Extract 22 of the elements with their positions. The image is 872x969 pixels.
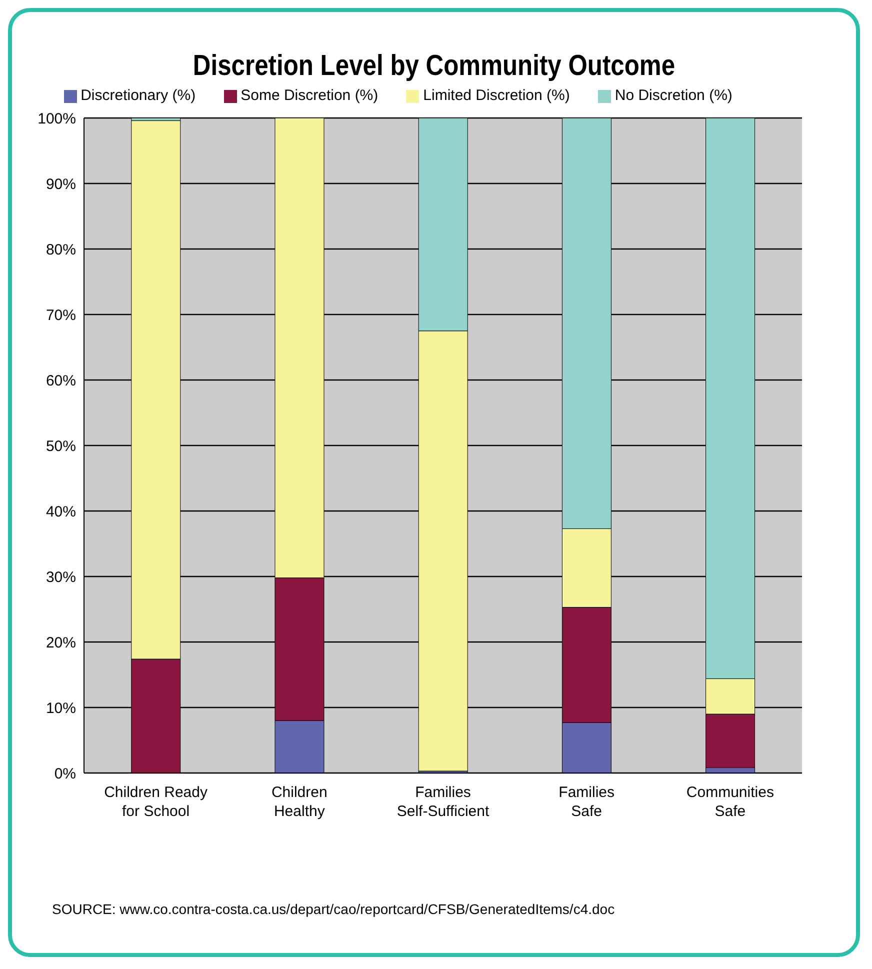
y-tick-label: 90% xyxy=(46,176,76,193)
y-tick-label: 100% xyxy=(38,110,76,128)
x-tick-label: Children Ready for School xyxy=(104,784,208,820)
y-tick-label: 0% xyxy=(54,765,76,782)
y-tick-label: 20% xyxy=(46,634,76,652)
y-tick-label: 60% xyxy=(46,372,76,390)
legend-label: Discretionary (%) xyxy=(80,87,196,104)
legend-label: No Discretion (%) xyxy=(614,87,732,104)
chart-title: Discretion Level by Community Outcome xyxy=(192,49,676,83)
y-tick-label: 50% xyxy=(46,438,76,455)
y-tick-label: 40% xyxy=(46,503,76,520)
legend-label: Some Discretion (%) xyxy=(240,87,378,104)
y-tick-label: 10% xyxy=(46,700,76,717)
source-note: SOURCE: www.co.contra-costa.ca.us/depart/cao/reportcard/CFSB/GeneratedItems/c4.doc xyxy=(52,901,615,917)
x-tick-label: Families Safe xyxy=(558,784,615,820)
y-tick-label: 30% xyxy=(46,568,76,586)
x-tick-label: Children Healthy xyxy=(271,784,328,820)
y-tick-label: 70% xyxy=(46,306,76,324)
y-tick-label: 80% xyxy=(46,241,76,258)
x-tick-label: Communities Safe xyxy=(686,784,774,820)
legend-label: Limited Discretion (%) xyxy=(423,87,570,104)
x-tick-label: Families Self-Sufficient xyxy=(396,784,490,820)
